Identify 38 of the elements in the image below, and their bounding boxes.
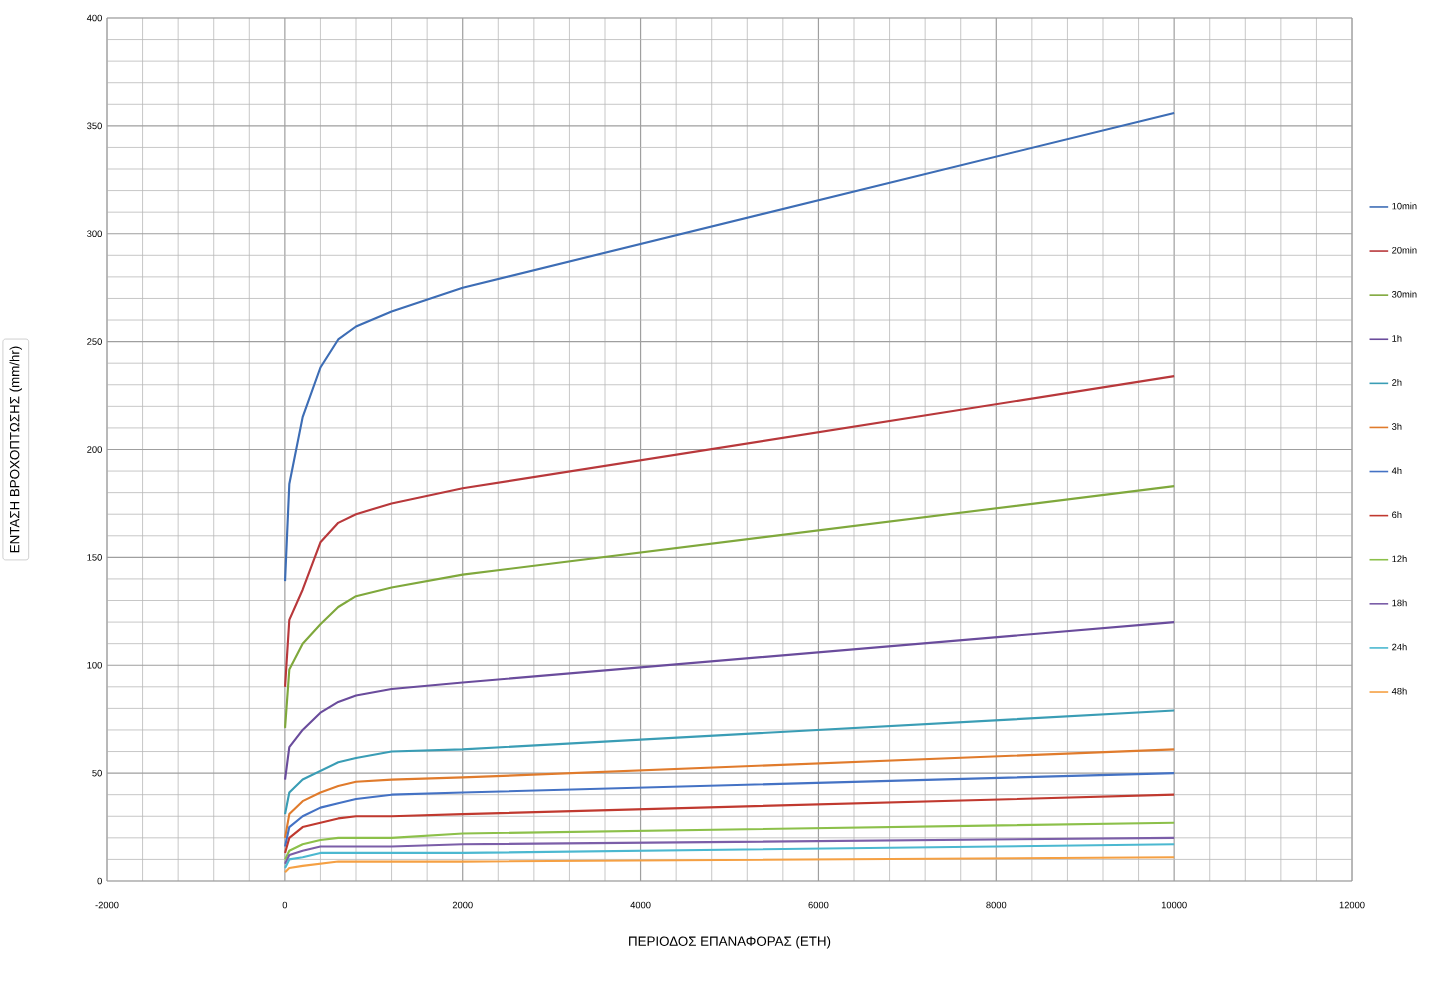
legend-label: 3h	[1392, 423, 1402, 430]
y-tick-label: 250	[87, 338, 102, 345]
legend-label: 20min	[1392, 246, 1417, 254]
legend-label: 18h	[1392, 599, 1407, 607]
x-tick-label: 0	[282, 901, 288, 909]
y-tick-label: 100	[87, 661, 102, 669]
legend-label: 48h	[1391, 687, 1407, 695]
y-tick-label: 400	[86, 14, 102, 22]
legend-label: 1h	[1392, 334, 1402, 342]
x-tick-label: 8000	[986, 901, 1007, 909]
legend-label: 6h	[1392, 511, 1402, 519]
line-series	[283, 621, 1176, 781]
legend-label: 2h	[1392, 378, 1402, 386]
line-series	[283, 485, 1176, 729]
legend-label: 24h	[1392, 643, 1407, 651]
legend-label: 30min	[1392, 290, 1417, 298]
line-series	[283, 111, 1176, 583]
y-tick-label: 350	[87, 122, 102, 130]
y-tick-label: 200	[87, 446, 102, 453]
y-tick-label: 0	[97, 877, 102, 885]
legend-label: 10min	[1392, 202, 1417, 210]
x-tick-label: 12000	[1339, 901, 1365, 909]
x-tick-label: -2000	[95, 901, 119, 909]
y-tick-label: 300	[87, 230, 102, 238]
y-tick-label: 50	[92, 769, 102, 777]
line-series	[283, 772, 1176, 848]
y-axis-title: ΕΝΤΑΣΗ ΒΡΟΧΟΠΤΩΣΗΣ (mm/hr)	[9, 346, 23, 553]
x-tick-label: 2000	[452, 901, 473, 909]
line-series	[283, 748, 1176, 839]
line-series	[283, 793, 1176, 855]
line-series	[283, 375, 1176, 688]
legend-label: 4h	[1391, 467, 1402, 474]
x-tick-label: 4000	[630, 901, 651, 909]
x-axis-title: ΠΕΡΙΟΔΟΣ ΕΠΑΝΑΦΟΡΑΣ (ΕΤΗ)	[629, 936, 831, 949]
legend-label: 12h	[1392, 555, 1407, 563]
x-tick-label: 6000	[808, 901, 829, 909]
y-tick-label: 150	[87, 554, 102, 561]
x-tick-label: 10000	[1161, 901, 1187, 909]
